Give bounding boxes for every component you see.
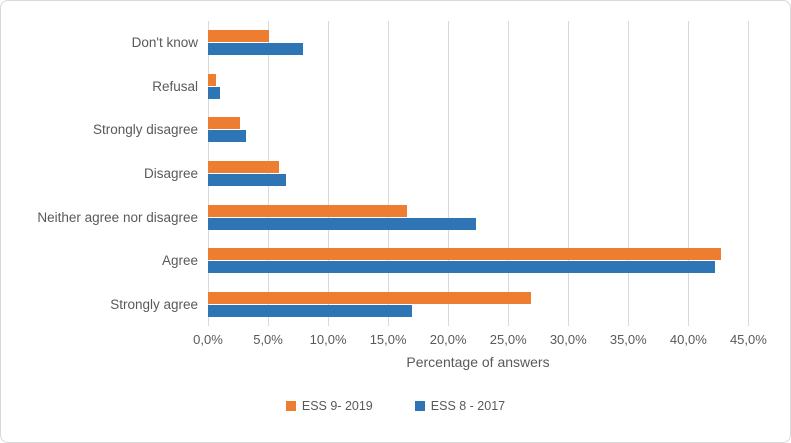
x-axis-title: Percentage of answers [406, 354, 550, 370]
bar-ess-9--2019 [208, 30, 270, 43]
legend: ESS 9- 2019 ESS 8 - 2017 [1, 399, 790, 413]
bar-ess-8---2017 [208, 304, 413, 317]
category-row: Agree [1, 239, 782, 283]
bar-group [208, 161, 287, 187]
bar-ess-8---2017 [208, 43, 303, 56]
category-label: Disagree [143, 166, 198, 182]
category-row: Don't know [1, 21, 782, 65]
bar-ess-8---2017 [208, 130, 247, 143]
bar-group [208, 73, 220, 99]
x-tick-label: 40,0% [669, 332, 707, 347]
bar-ess-8---2017 [208, 174, 287, 187]
plot-area [208, 21, 782, 326]
x-tick-label: 15,0% [369, 332, 407, 347]
gridline [688, 21, 690, 326]
category-label: Strongly disagree [92, 122, 198, 138]
gridline [508, 21, 510, 326]
bar-ess-9--2019 [208, 248, 721, 261]
gridline [268, 21, 270, 326]
legend-item: ESS 9- 2019 [285, 399, 373, 413]
bar-ess-9--2019 [208, 291, 532, 304]
category-label: Don't know [131, 35, 198, 51]
gridline [448, 21, 450, 326]
bar-ess-9--2019 [208, 204, 408, 217]
x-tick-label: 10,0% [309, 332, 347, 347]
gridline [328, 21, 330, 326]
bar-group [208, 248, 721, 274]
category-label: Strongly agree [110, 296, 198, 312]
legend-label: ESS 9- 2019 [301, 399, 373, 413]
bar-ess-8---2017 [208, 217, 476, 230]
bar-ess-9--2019 [208, 117, 241, 130]
bar-group [208, 291, 532, 317]
bar-group [208, 30, 303, 56]
bar-ess-9--2019 [208, 161, 279, 174]
category-label: Neither agree nor disagree [37, 209, 198, 225]
category-label: Refusal [152, 78, 198, 94]
category-row: Strongly disagree [1, 108, 782, 152]
x-tick-label: 20,0% [429, 332, 467, 347]
x-tick-label: 35,0% [609, 332, 647, 347]
legend-swatch-icon [414, 401, 425, 411]
legend-item: ESS 8 - 2017 [414, 399, 506, 413]
gridline [208, 21, 209, 326]
bar-ess-8---2017 [208, 261, 715, 274]
category-label: Agree [161, 253, 198, 269]
gridline [748, 21, 750, 326]
x-tick-label: 5,0% [253, 332, 283, 347]
gridline [388, 21, 390, 326]
category-row: Refusal [1, 65, 782, 109]
gridline [568, 21, 570, 326]
bar-ess-9--2019 [208, 73, 217, 86]
x-tick-label: 30,0% [549, 332, 587, 347]
x-tick-label: 0,0% [193, 332, 223, 347]
gridline [628, 21, 630, 326]
category-row: Disagree [1, 152, 782, 196]
rows: Don't know Refusal Strongly disagree Disagr… [1, 21, 782, 326]
legend-swatch-icon [285, 401, 296, 411]
bar-group [208, 117, 247, 143]
category-row: Strongly agree [1, 282, 782, 326]
x-tick-label: 25,0% [489, 332, 527, 347]
bar-ess-8---2017 [208, 86, 220, 99]
legend-label: ESS 8 - 2017 [430, 399, 506, 413]
category-row: Neither agree nor disagree [1, 195, 782, 239]
bar-group [208, 204, 476, 230]
x-axis: 0,0% 5,0% 10,0% 15,0% 20,0% 25,0% 30,0% 35,0% 40… [193, 332, 782, 350]
x-tick-label: 45,0% [729, 332, 767, 347]
